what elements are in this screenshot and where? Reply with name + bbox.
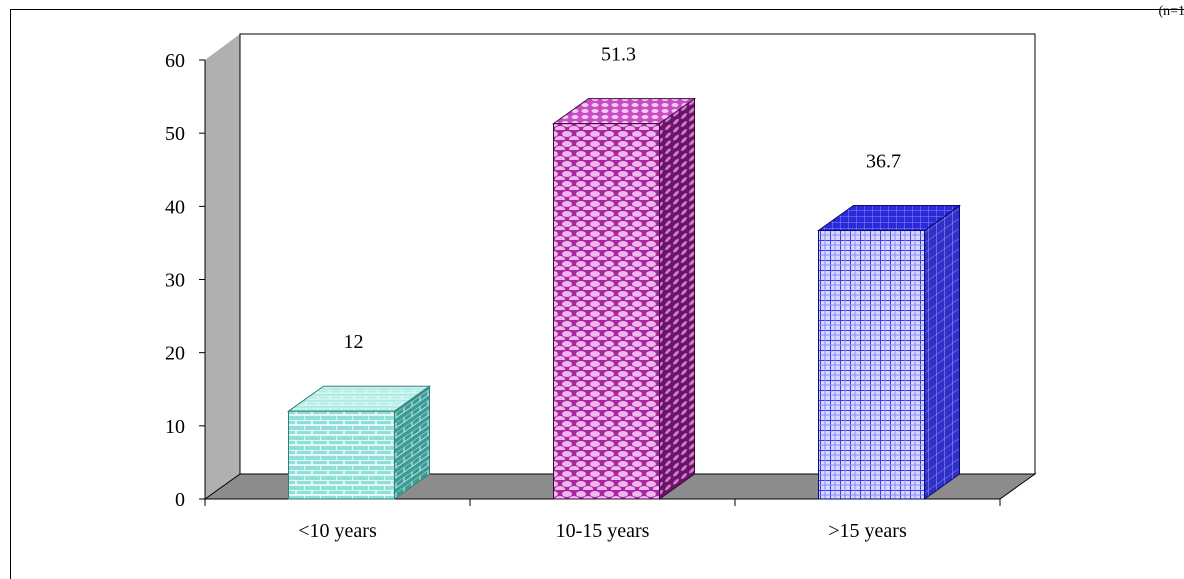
y-tick-label: 10 bbox=[165, 416, 185, 438]
bar-2 bbox=[551, 97, 697, 500]
bar-3 bbox=[816, 204, 962, 500]
y-tick-label: 40 bbox=[165, 196, 185, 218]
bar-front-face bbox=[553, 123, 660, 500]
y-tick-label: 0 bbox=[175, 489, 185, 511]
bar-side-face bbox=[659, 97, 695, 500]
chart-frame: (n=1 bbox=[10, 4, 1184, 579]
bar-side-face bbox=[924, 204, 960, 500]
bar-1 bbox=[286, 385, 432, 500]
y-tick-label: 50 bbox=[165, 123, 185, 145]
data-label: 12 bbox=[344, 331, 364, 353]
y-tick-label: 20 bbox=[165, 343, 185, 365]
data-label: 36.7 bbox=[866, 150, 901, 172]
y-tick-label: 30 bbox=[165, 270, 185, 292]
side-wall bbox=[205, 34, 240, 499]
x-tick-label: >15 years bbox=[828, 520, 907, 542]
bar-front-face bbox=[818, 229, 925, 500]
y-tick-label: 60 bbox=[165, 50, 185, 72]
bar-front-face bbox=[288, 410, 395, 500]
corner-text: (n=1 bbox=[1158, 4, 1184, 19]
x-tick-label: 10-15 years bbox=[556, 520, 650, 542]
data-label: 51.3 bbox=[601, 44, 636, 66]
x-tick-label: <10 years bbox=[298, 520, 377, 542]
